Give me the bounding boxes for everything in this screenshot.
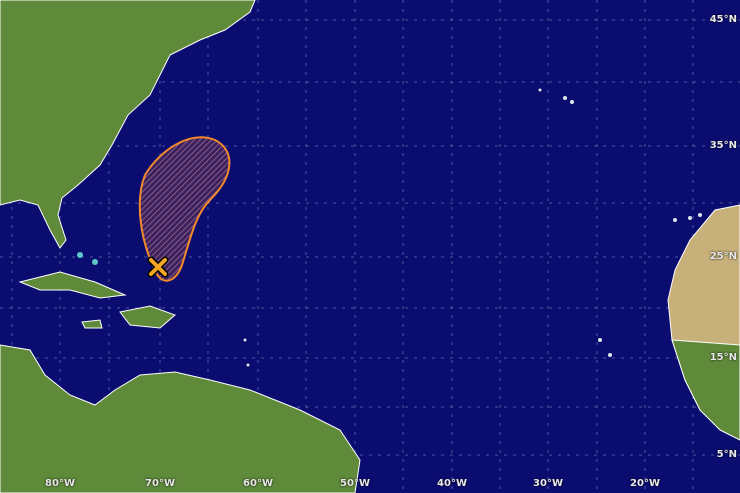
lon-label-40w: 40°W (437, 478, 467, 489)
lon-label-30w: 30°W (533, 478, 563, 489)
outlook-area[interactable] (138, 136, 231, 282)
lon-label-80w: 80°W (45, 478, 75, 489)
lat-label-35n: 35°N (709, 140, 737, 151)
africa-south-green (671, 339, 740, 441)
x-marker-icon[interactable] (147, 256, 169, 278)
lon-label-60w: 60°W (243, 478, 273, 489)
central-south-america (0, 344, 361, 493)
lat-label-45n: 45°N (709, 14, 737, 25)
lat-label-25n: 25°N (709, 251, 737, 262)
lon-label-50w: 50°W (340, 478, 370, 489)
hispaniola (119, 305, 176, 329)
lat-label-5n: 5°N (716, 449, 737, 460)
lat-label-15n: 15°N (709, 352, 737, 363)
cuba (18, 271, 127, 299)
islands (77, 88, 702, 367)
jamaica (81, 319, 103, 329)
north-america (0, 0, 256, 249)
lon-label-70w: 70°W (145, 478, 175, 489)
lon-label-20w: 20°W (630, 478, 660, 489)
